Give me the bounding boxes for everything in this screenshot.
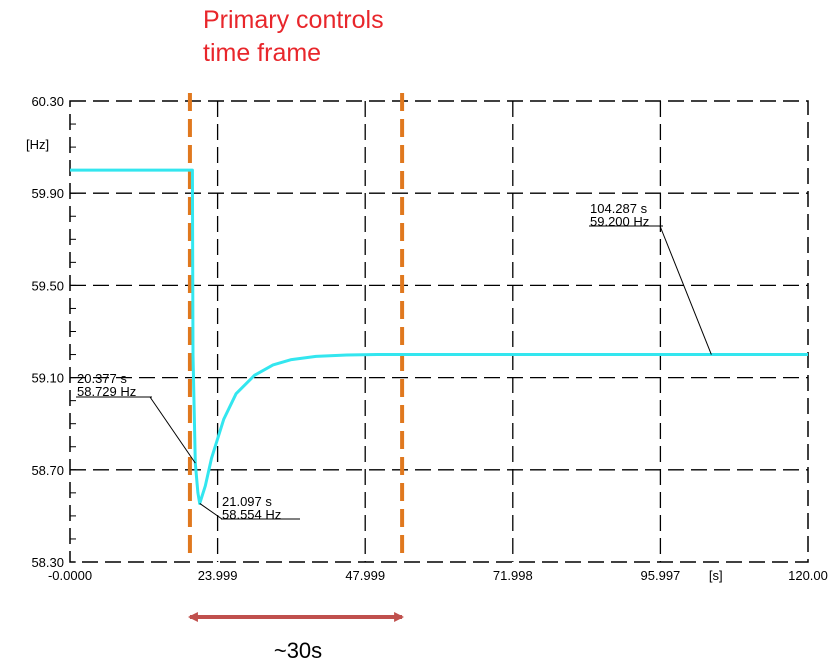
y-tick-label: 59.50 bbox=[31, 278, 64, 293]
annotation-leader bbox=[659, 225, 712, 355]
span: ~30s bbox=[187, 612, 405, 663]
title-line-1: Primary controls bbox=[203, 6, 384, 34]
frequency-series-line bbox=[70, 168, 808, 505]
data-point-annotation: 20.377 s58.729 Hz bbox=[76, 371, 196, 464]
y-tick-label: 60.30 bbox=[31, 94, 64, 109]
annotation-value: 58.554 Hz bbox=[222, 507, 281, 522]
data-point-annotation: 21.097 s58.554 Hz bbox=[199, 494, 300, 522]
x-tick-label: 47.999 bbox=[345, 568, 385, 583]
annotation-value: 59.200 Hz bbox=[590, 214, 649, 229]
annotation-value: 58.729 Hz bbox=[77, 384, 136, 399]
y-axis-unit: [Hz] bbox=[26, 137, 49, 152]
data-point-annotation: 104.287 s59.200 Hz bbox=[589, 201, 712, 355]
x-tick-label: 95.997 bbox=[641, 568, 681, 583]
primary-controls-title: Primary controls time frame bbox=[203, 4, 384, 70]
time-window-markers bbox=[187, 93, 405, 560]
annotation-leader bbox=[149, 396, 196, 464]
y-tick-label: 59.10 bbox=[31, 371, 64, 386]
annotation-time: 104.287 s bbox=[590, 201, 648, 216]
span-label: ~30s bbox=[274, 638, 322, 663]
x-tick-label: 71.998 bbox=[493, 568, 533, 583]
title-line-2: time frame bbox=[203, 39, 322, 67]
y-tick-label: 59.90 bbox=[31, 186, 64, 201]
x-axis-unit: [s] bbox=[709, 568, 723, 583]
annotation-time: 21.097 s bbox=[222, 494, 272, 509]
x-tick-label: -0.0000 bbox=[48, 568, 92, 583]
tick-labels: -0.0000 23.999 47.999 71.998 95.997 120.00 60.… bbox=[26, 94, 828, 583]
y-tick-label: 58.70 bbox=[31, 463, 64, 478]
annotations: 104.287 s59.200 Hz 20.377 s58.729 Hz 21.09… bbox=[76, 201, 712, 522]
annotation-time: 20.377 s bbox=[77, 371, 127, 386]
x-tick-label: 120.00 bbox=[788, 568, 828, 583]
x-tick-label: 23.999 bbox=[198, 568, 238, 583]
series bbox=[70, 168, 808, 505]
y-tick-label: 58.30 bbox=[31, 555, 64, 570]
annotation-leader bbox=[199, 503, 223, 520]
